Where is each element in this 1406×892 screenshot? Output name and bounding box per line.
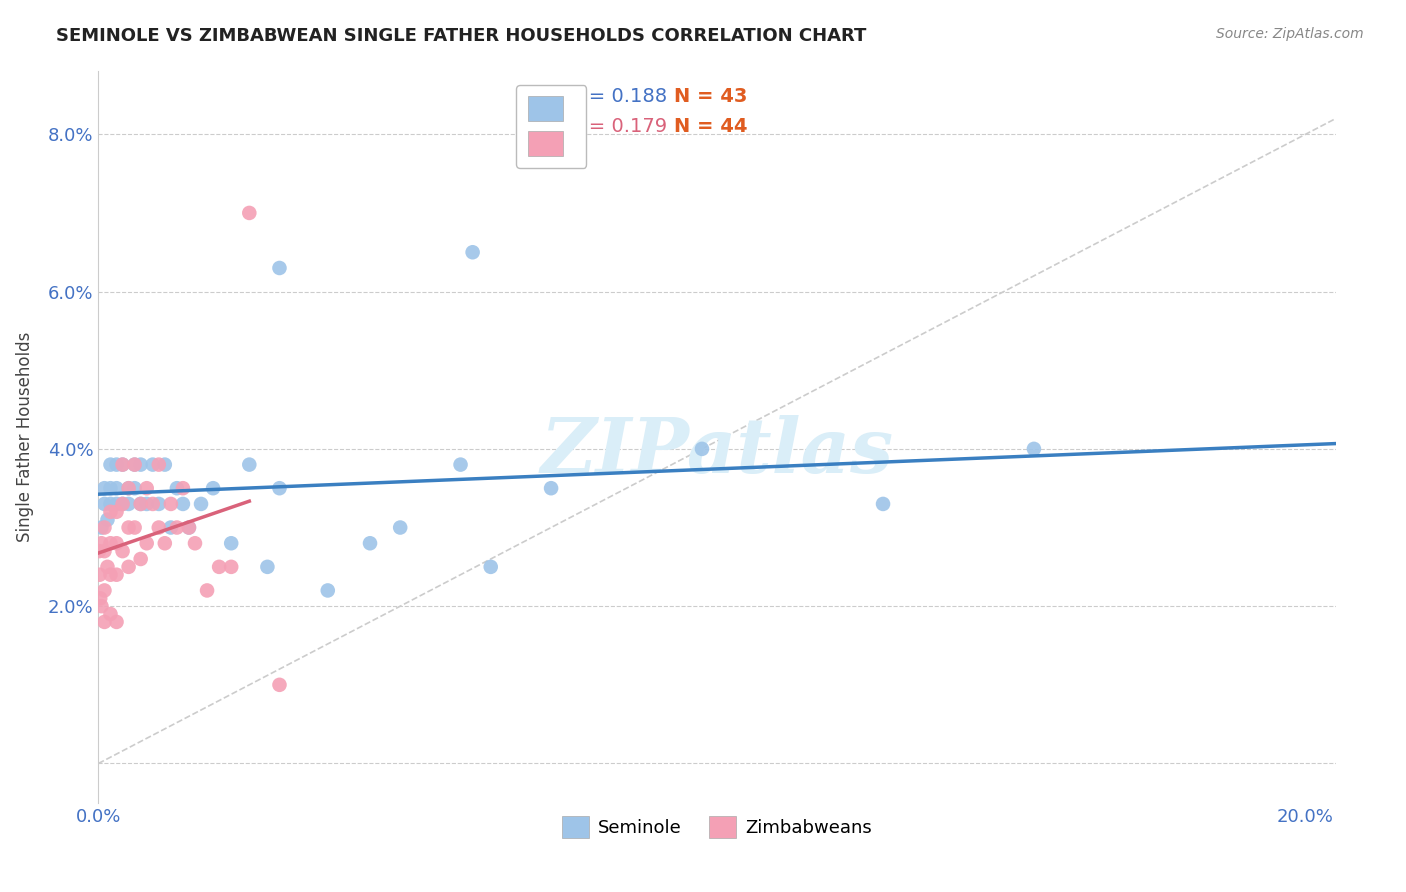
Zimbabweans: [129, 497, 152, 511]
Zimbabweans: [135, 536, 157, 550]
Seminole: [479, 559, 502, 574]
Seminole: [129, 497, 152, 511]
Seminole: [153, 458, 176, 472]
Seminole: [269, 481, 291, 495]
Seminole: [872, 497, 894, 511]
Seminole: [148, 497, 170, 511]
Seminole: [100, 458, 122, 472]
Seminole: [238, 458, 260, 472]
Seminole: [172, 497, 194, 511]
Zimbabweans: [105, 505, 128, 519]
Seminole: [100, 481, 122, 495]
Zimbabweans: [195, 583, 218, 598]
Zimbabweans: [105, 536, 128, 550]
Zimbabweans: [111, 544, 134, 558]
Zimbabweans: [117, 520, 139, 534]
Seminole: [166, 481, 188, 495]
Seminole: [690, 442, 713, 456]
Seminole: [202, 481, 225, 495]
Seminole: [105, 481, 128, 495]
Seminole: [540, 481, 562, 495]
Zimbabweans: [90, 536, 112, 550]
Seminole: [105, 497, 128, 511]
Seminole: [111, 458, 134, 472]
Seminole: [90, 520, 112, 534]
Zimbabweans: [208, 559, 231, 574]
Zimbabweans: [93, 583, 115, 598]
Text: N = 43: N = 43: [673, 87, 747, 106]
Zimbabweans: [100, 607, 122, 621]
Text: R = 0.179: R = 0.179: [568, 117, 666, 136]
Zimbabweans: [148, 458, 170, 472]
Seminole: [160, 520, 183, 534]
Seminole: [450, 458, 472, 472]
Seminole: [117, 481, 139, 495]
Zimbabweans: [142, 497, 165, 511]
Zimbabweans: [93, 615, 115, 629]
Zimbabweans: [177, 520, 200, 534]
Zimbabweans: [89, 591, 111, 606]
Seminole: [256, 559, 278, 574]
Zimbabweans: [184, 536, 207, 550]
Zimbabweans: [160, 497, 183, 511]
Zimbabweans: [172, 481, 194, 495]
Zimbabweans: [90, 599, 112, 614]
Seminole: [190, 497, 212, 511]
Seminole: [461, 245, 484, 260]
Text: SEMINOLE VS ZIMBABWEAN SINGLE FATHER HOUSEHOLDS CORRELATION CHART: SEMINOLE VS ZIMBABWEAN SINGLE FATHER HOU…: [56, 27, 866, 45]
Zimbabweans: [96, 559, 118, 574]
Zimbabweans: [269, 678, 291, 692]
Zimbabweans: [105, 615, 128, 629]
Seminole: [359, 536, 381, 550]
Seminole: [316, 583, 339, 598]
Seminole: [100, 497, 122, 511]
Zimbabweans: [93, 544, 115, 558]
Text: Source: ZipAtlas.com: Source: ZipAtlas.com: [1216, 27, 1364, 41]
Seminole: [389, 520, 412, 534]
Seminole: [124, 458, 146, 472]
Zimbabweans: [105, 567, 128, 582]
Zimbabweans: [93, 520, 115, 534]
Zimbabweans: [135, 481, 157, 495]
Seminole: [105, 458, 128, 472]
Zimbabweans: [148, 520, 170, 534]
Zimbabweans: [166, 520, 188, 534]
Zimbabweans: [111, 458, 134, 472]
Seminole: [142, 458, 165, 472]
Seminole: [135, 497, 157, 511]
Zimbabweans: [100, 536, 122, 550]
Zimbabweans: [100, 567, 122, 582]
Zimbabweans: [219, 559, 242, 574]
Seminole: [177, 520, 200, 534]
Text: N = 44: N = 44: [673, 117, 747, 136]
Legend: Seminole, Zimbabweans: Seminole, Zimbabweans: [555, 808, 879, 845]
Text: R = 0.188: R = 0.188: [568, 87, 666, 106]
Zimbabweans: [129, 552, 152, 566]
Seminole: [129, 458, 152, 472]
Seminole: [96, 513, 118, 527]
Seminole: [219, 536, 242, 550]
Seminole: [93, 481, 115, 495]
Text: ZIPatlas: ZIPatlas: [540, 415, 894, 489]
Zimbabweans: [117, 481, 139, 495]
Zimbabweans: [100, 505, 122, 519]
Zimbabweans: [238, 206, 260, 220]
Zimbabweans: [111, 497, 134, 511]
Seminole: [111, 497, 134, 511]
Zimbabweans: [87, 544, 110, 558]
Seminole: [124, 481, 146, 495]
Zimbabweans: [117, 559, 139, 574]
Zimbabweans: [89, 567, 111, 582]
Zimbabweans: [124, 458, 146, 472]
Seminole: [93, 497, 115, 511]
Seminole: [1022, 442, 1045, 456]
Zimbabweans: [124, 520, 146, 534]
Seminole: [117, 497, 139, 511]
Zimbabweans: [153, 536, 176, 550]
Y-axis label: Single Father Households: Single Father Households: [15, 332, 34, 542]
Seminole: [269, 260, 291, 275]
